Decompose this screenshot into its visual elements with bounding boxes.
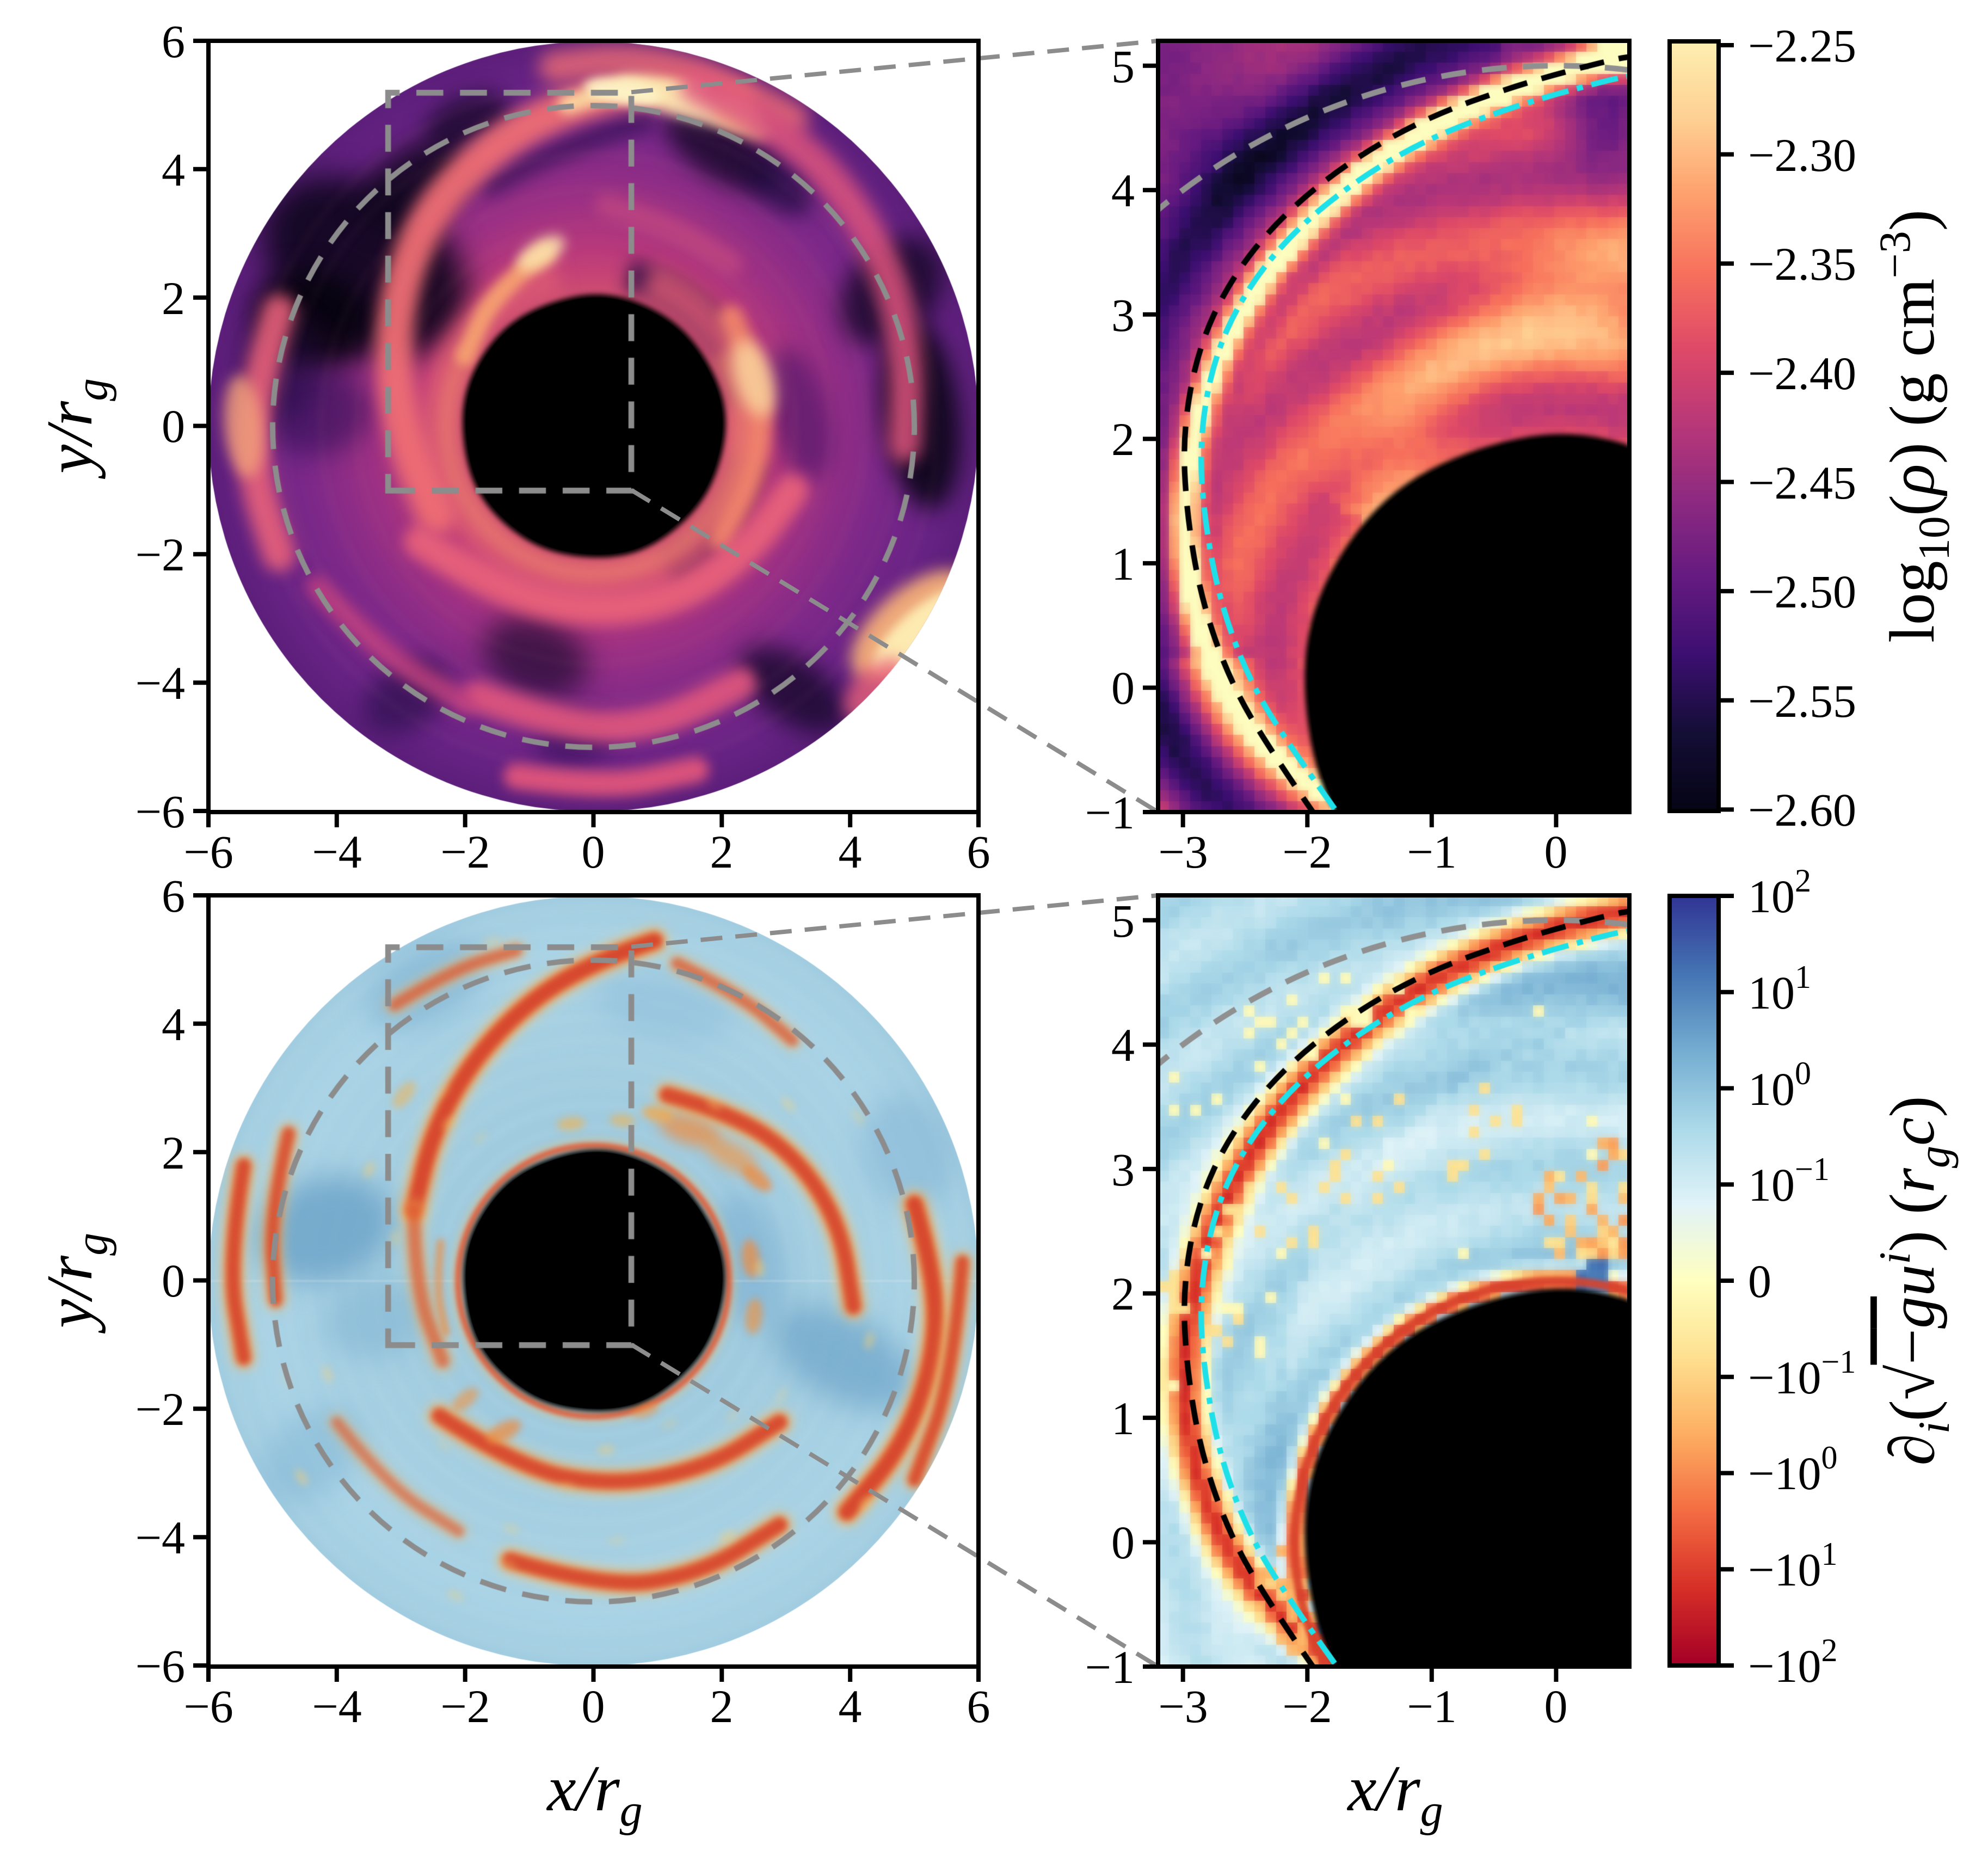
svg-text:−1: −1 — [1085, 786, 1135, 839]
svg-text:2: 2 — [710, 1680, 734, 1732]
svg-text:−1: −1 — [1407, 826, 1457, 878]
svg-text:−6: −6 — [183, 1680, 233, 1732]
svg-text:−101: −101 — [1748, 1536, 1838, 1596]
svg-text:−1: −1 — [1085, 1641, 1135, 1693]
svg-text:y/rg: y/rg — [33, 1233, 117, 1334]
svg-text:x/rg: x/rg — [546, 1752, 642, 1836]
svg-text:3: 3 — [1111, 1144, 1135, 1196]
svg-text:1: 1 — [1111, 538, 1135, 590]
svg-text:−2.45: −2.45 — [1748, 457, 1856, 509]
svg-text:−2.50: −2.50 — [1748, 566, 1856, 618]
svg-text:−6: −6 — [183, 826, 233, 878]
svg-text:−2.30: −2.30 — [1748, 129, 1856, 181]
svg-text:0: 0 — [162, 1255, 185, 1307]
svg-text:4: 4 — [162, 144, 185, 196]
svg-text:101: 101 — [1748, 959, 1811, 1019]
svg-text:−6: −6 — [135, 785, 185, 838]
svg-text:0: 0 — [1111, 662, 1135, 714]
svg-text:∂i(√−gui) (rgc): ∂i(√−gui) (rgc) — [1870, 1096, 1959, 1465]
svg-text:1: 1 — [1111, 1392, 1135, 1445]
svg-text:−2.25: −2.25 — [1748, 20, 1856, 72]
svg-text:4: 4 — [839, 1680, 862, 1732]
svg-text:−3: −3 — [1158, 1680, 1208, 1732]
svg-text:−2: −2 — [135, 1383, 185, 1435]
svg-text:−2.40: −2.40 — [1748, 347, 1856, 400]
svg-text:−1: −1 — [1407, 1680, 1457, 1732]
svg-text:5: 5 — [1111, 40, 1135, 93]
svg-text:−2: −2 — [135, 528, 185, 581]
svg-text:100: 100 — [1748, 1055, 1811, 1115]
svg-text:0: 0 — [582, 1680, 605, 1732]
svg-text:6: 6 — [967, 1680, 990, 1732]
svg-text:4: 4 — [1111, 164, 1135, 217]
svg-text:2: 2 — [162, 272, 185, 324]
svg-text:−2: −2 — [440, 826, 490, 878]
svg-text:5: 5 — [1111, 895, 1135, 947]
svg-text:2: 2 — [710, 826, 734, 878]
svg-text:log10(ρ) (g cm−3): log10(ρ) (g cm−3) — [1870, 210, 1959, 643]
svg-text:−2.60: −2.60 — [1748, 784, 1856, 836]
svg-text:2: 2 — [162, 1127, 185, 1179]
svg-text:2: 2 — [1111, 413, 1135, 465]
svg-text:x/rg: x/rg — [1346, 1752, 1443, 1836]
svg-text:−4: −4 — [135, 1511, 185, 1564]
svg-text:−6: −6 — [135, 1640, 185, 1692]
svg-text:−4: −4 — [312, 1680, 362, 1732]
svg-text:4: 4 — [162, 998, 185, 1050]
svg-text:4: 4 — [839, 826, 862, 878]
svg-text:−102: −102 — [1748, 1632, 1838, 1692]
svg-text:−2.55: −2.55 — [1748, 675, 1856, 727]
svg-text:y/rg: y/rg — [33, 378, 117, 480]
svg-text:10−1: 10−1 — [1748, 1151, 1830, 1211]
svg-text:0: 0 — [1111, 1516, 1135, 1569]
svg-text:0: 0 — [1748, 1255, 1771, 1307]
svg-text:4: 4 — [1111, 1019, 1135, 1071]
svg-text:−2.35: −2.35 — [1748, 238, 1856, 290]
svg-text:0: 0 — [582, 826, 605, 878]
svg-text:102: 102 — [1748, 863, 1811, 923]
svg-text:2: 2 — [1111, 1268, 1135, 1320]
svg-text:−2: −2 — [440, 1680, 490, 1732]
svg-text:−2: −2 — [1282, 1680, 1332, 1732]
svg-text:0: 0 — [1544, 1680, 1568, 1732]
svg-text:−3: −3 — [1158, 826, 1208, 878]
svg-text:−100: −100 — [1748, 1440, 1838, 1499]
svg-text:3: 3 — [1111, 289, 1135, 341]
svg-text:−4: −4 — [312, 826, 362, 878]
svg-text:6: 6 — [162, 15, 185, 67]
svg-text:0: 0 — [1544, 826, 1568, 878]
svg-text:−2: −2 — [1282, 826, 1332, 878]
svg-text:6: 6 — [967, 826, 990, 878]
svg-text:0: 0 — [162, 400, 185, 452]
svg-text:−10−1: −10−1 — [1748, 1344, 1856, 1404]
svg-text:−4: −4 — [135, 657, 185, 709]
svg-text:6: 6 — [162, 870, 185, 922]
